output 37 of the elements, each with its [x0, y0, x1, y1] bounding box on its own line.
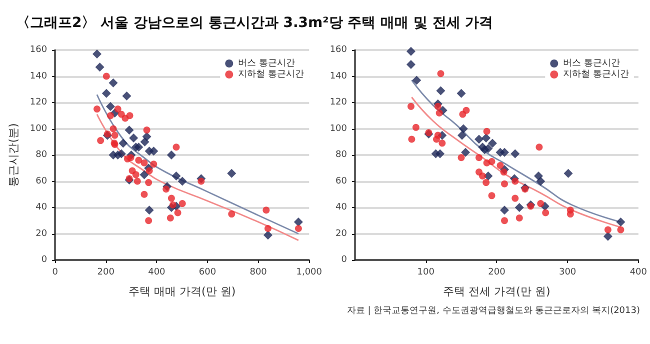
x-tick-label: 600	[198, 268, 216, 278]
y-tick-label: 140	[330, 71, 348, 82]
y-tick-label: 100	[30, 124, 48, 134]
y-tick-label: 40	[36, 202, 48, 212]
x-tick-label: 400	[148, 268, 166, 278]
y-tick-label: 80	[36, 150, 48, 160]
y-tick-label: 20	[36, 228, 48, 239]
legend-label: 버스 통근시간	[238, 58, 296, 68]
y-tick-label: 0	[41, 255, 48, 265]
x-tick-label: 800	[250, 268, 268, 278]
text: 자료 | 한국교통연구원, 수도권광역급행철도와 통근근로자의 복지(2013)	[346, 305, 641, 317]
y-tick-label: 120	[330, 98, 348, 108]
x-tick-label: 200	[488, 268, 506, 278]
y-tick-label: 120	[30, 98, 48, 108]
y-tick-label: 160	[330, 45, 348, 55]
y-tick-label: 80	[336, 150, 348, 160]
legend-label: 버스 통근시간	[563, 58, 620, 68]
y-tick-label: 0	[341, 255, 348, 265]
x-tick-label: 400	[630, 268, 648, 278]
y-tick-label: 140	[30, 71, 48, 82]
x-tick-label: 300	[558, 268, 576, 278]
chart-title: 〈그래프2〉 서울 강남으로의 통근시간과 3.3m²당 주택 매매 및 전세 가격	[15, 14, 494, 33]
y-tick-label: 160	[30, 45, 48, 55]
x-axis-title: 주택 전세 가격(만 원)	[443, 285, 550, 298]
y-tick-label: 60	[336, 176, 348, 186]
y-tick-label: 100	[330, 124, 348, 134]
x-tick-label: 0	[52, 268, 58, 278]
y-tick-label: 20	[336, 228, 348, 239]
y-tick-label: 40	[336, 202, 348, 212]
legend-label: 지하철 통근시간	[238, 70, 304, 80]
x-tick-label: 100	[417, 268, 435, 278]
x-axis-title: 주택 매매 가격(만 원)	[128, 285, 236, 298]
legend-label: 지하철 통근시간	[563, 70, 630, 80]
x-tick-label: 200	[97, 268, 115, 278]
x-tick-label: 1,000	[296, 268, 322, 278]
y-axis-title: 통근시간(분)	[7, 123, 20, 187]
y-tick-label: 60	[36, 176, 48, 186]
